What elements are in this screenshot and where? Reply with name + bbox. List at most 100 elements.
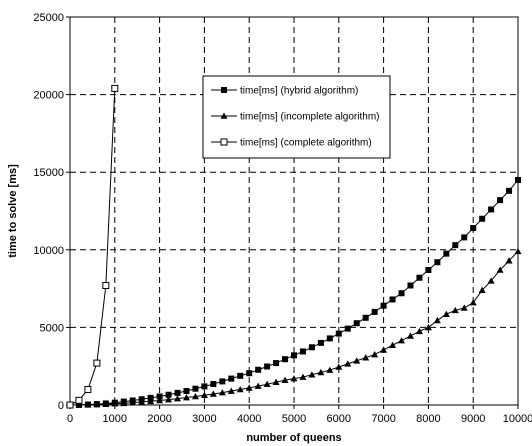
data-point [487,277,495,284]
data-point [353,320,360,327]
data-point [210,381,217,388]
series-group [66,84,522,409]
data-point [407,282,414,289]
data-point [290,375,298,382]
y-axis-title: time to solve [ms] [7,164,19,258]
data-point [111,400,119,407]
x-tick-label: 8000 [416,413,440,425]
data-point [174,395,182,402]
legend-entry: time[ms] (hybrid algorithm) [211,86,358,97]
x-tick-label: 10000 [503,413,532,425]
y-tick-label: 0 [58,400,64,412]
legend-marker [220,112,228,119]
data-point [452,242,459,249]
data-point [434,259,441,266]
data-point [129,399,137,406]
y-tick-label: 25000 [33,12,64,24]
y-tick-label: 20000 [33,90,64,102]
data-point [183,388,190,395]
data-point [326,335,333,342]
data-point [506,187,513,194]
data-point [515,176,521,183]
x-tick-label: 4000 [237,413,261,425]
data-point [165,396,173,403]
data-point [246,370,253,377]
legend-entries: time[ms] (hybrid algorithm) time[ms] (inc… [211,86,379,149]
data-point [470,225,477,232]
data-point [371,308,378,315]
data-point [165,391,172,398]
data-point [254,382,262,389]
x-tick-label: 6000 [327,413,351,425]
data-point [424,323,432,331]
x-tick-label: 5000 [282,413,306,425]
data-point [353,357,361,364]
data-point [308,371,316,378]
data-point [75,396,83,404]
data-point [264,363,271,370]
data-point [398,337,406,344]
data-point [174,389,181,396]
data-point [191,392,199,400]
data-point [156,393,163,400]
data-point [425,266,432,273]
legend-entry: time[ms] (incomplete algorithm) [211,112,379,123]
data-point [433,316,441,324]
data-point [282,356,289,363]
data-point [84,385,92,393]
data-point [93,401,101,408]
data-point [255,366,262,373]
data-point [514,247,522,255]
data-point [505,257,513,264]
data-point [326,366,334,373]
data-point [335,363,343,370]
data-point [317,368,325,376]
data-point [488,206,495,213]
data-point [398,290,405,297]
data-point [263,380,271,388]
data-point [192,385,199,392]
series-line [69,88,116,406]
data-point [273,360,280,367]
data-point [66,401,74,409]
y-tick-label: 15000 [33,167,64,179]
data-point [416,274,423,281]
data-point [200,391,208,399]
data-point [389,341,397,349]
legend: time[ms] (hybrid algorithm) time[ms] (inc… [202,75,391,159]
data-point [219,378,226,385]
data-point [362,314,369,321]
data-point [299,373,307,380]
legend-label: time[ms] (complete algorithm) [240,138,372,149]
data-point [389,296,396,303]
data-point [362,354,370,361]
data-point [147,397,155,405]
data-point [344,360,352,367]
data-point [201,383,208,390]
data-point [497,197,504,204]
data-point [182,394,190,401]
data-point [138,398,146,405]
series-2 [66,84,119,409]
data-point [380,346,388,353]
data-point [443,250,450,257]
data-point [406,332,414,339]
x-tick-label: 9000 [461,413,485,425]
legend-label: time[ms] (incomplete algorithm) [240,112,379,123]
data-point [93,359,101,367]
data-point [496,266,504,273]
data-point [442,310,450,318]
x-tick-label: 1000 [103,413,127,425]
series-1 [66,247,522,408]
x-tick-label: 7000 [371,413,395,425]
data-point [209,390,217,397]
data-point [218,389,226,396]
data-point [317,339,324,346]
data-point [479,215,486,222]
data-point [237,372,244,379]
data-point [371,351,379,358]
data-point [245,384,253,391]
data-point [415,327,423,335]
gridlines [70,16,519,405]
data-point [335,330,342,337]
